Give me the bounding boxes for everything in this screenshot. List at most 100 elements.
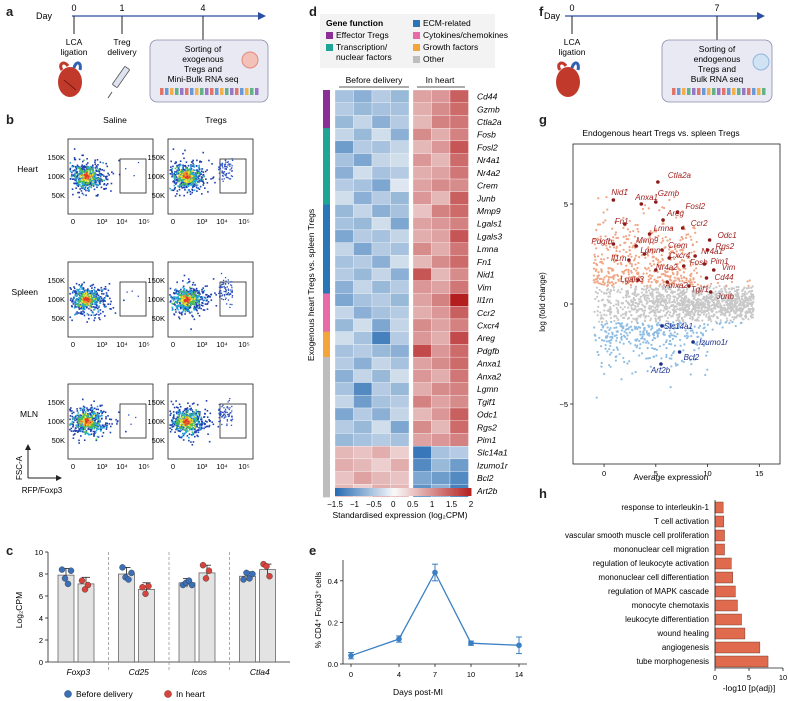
heat-cell — [390, 331, 410, 345]
up-gene-label: Areg — [666, 209, 684, 218]
legend-swatch-transcription — [326, 44, 333, 51]
up-gene-point — [681, 264, 686, 268]
heat-cell — [334, 217, 354, 231]
gene-label: Fosl2 — [477, 142, 498, 152]
group-bar — [323, 357, 330, 371]
panel-h-bars: -log10 [p(adj)] response to interleukin-… — [565, 500, 787, 693]
down-gene-point — [660, 324, 664, 328]
y-tick: 150K — [147, 276, 165, 285]
c-legend: Before delivery In heart — [64, 689, 205, 699]
data-point — [142, 590, 149, 597]
heat-cell — [412, 344, 432, 358]
heat-cell — [431, 140, 451, 154]
heat-cell — [412, 306, 432, 320]
heat-cell — [390, 395, 410, 409]
heat-cell — [390, 407, 410, 421]
f-step2-line3: Tregs and — [698, 64, 736, 74]
y-tick: 50K — [152, 436, 165, 445]
up-gene-point — [622, 222, 627, 226]
c-ytick: 8 — [39, 570, 43, 579]
panel-letter-g: g — [539, 112, 547, 127]
up-gene-label: Fn1 — [615, 217, 629, 226]
up-gene-label: Gzmb — [658, 189, 680, 198]
read-bar — [727, 88, 731, 95]
y-tick: 150K — [147, 153, 165, 162]
up-gene-point — [702, 262, 707, 266]
heat-cell — [390, 420, 410, 434]
group-bar — [323, 166, 330, 180]
x-tick: 0 — [71, 462, 75, 471]
heat-cell — [334, 178, 354, 192]
col-title-saline: Saline — [103, 115, 127, 125]
f-sorting-box — [661, 39, 773, 103]
heat-cell — [412, 166, 432, 180]
read-bar — [175, 88, 179, 95]
data-point — [84, 581, 92, 589]
up-gene-label: Ccr2 — [691, 219, 708, 228]
heat-cell — [431, 217, 451, 231]
heat-cell — [334, 229, 354, 243]
heat-cell — [449, 369, 469, 383]
group-bar — [323, 268, 330, 282]
h-category: T cell activation — [654, 517, 709, 526]
g-ytick: 5 — [564, 200, 568, 209]
group-bar — [323, 420, 330, 434]
f-step1-line1: LCA — [564, 37, 581, 47]
heat-cell — [449, 102, 469, 116]
g-xtick: 5 — [654, 469, 658, 478]
heat-cell — [371, 331, 391, 345]
heat-cell — [449, 293, 469, 307]
heat-cell — [371, 369, 391, 383]
legend-transcription-2: nuclear factors — [336, 52, 392, 62]
h-category: vascular smooth muscle cell proliferatio… — [565, 531, 709, 540]
y-tick: 150K — [47, 276, 65, 285]
group-bar — [323, 471, 330, 485]
heat-cell — [371, 166, 391, 180]
day-1: 1 — [119, 3, 124, 13]
step3-line4: Mini-Bulk RNA seq — [168, 74, 239, 84]
heat-cell — [431, 356, 451, 370]
read-bar — [692, 88, 696, 95]
colorbar-tick: 1 — [430, 500, 435, 509]
heat-cell — [353, 242, 373, 256]
gene-label: Vim — [477, 282, 492, 292]
group-bar — [323, 331, 330, 345]
panel-letter-d: d — [309, 4, 317, 19]
y-tick: 50K — [52, 191, 65, 200]
heat-cell — [431, 318, 451, 332]
up-gene-point — [680, 226, 685, 230]
gene-label: Il1rn — [477, 295, 494, 305]
up-gene-point — [627, 258, 631, 262]
up-gene-label: Lgals3 — [620, 275, 644, 284]
up-gene-label: Rgs2 — [716, 242, 735, 251]
facs-plot: 150K 100K 50K 0 10³ 10⁴ 10⁵ — [147, 261, 254, 349]
heat-cell — [334, 407, 354, 421]
c-category: Icos — [191, 667, 207, 677]
bar-before-delivery — [118, 573, 135, 663]
heat-cell — [334, 115, 354, 129]
up-gene-point — [665, 280, 669, 284]
heat-cell — [390, 458, 410, 472]
group-bar — [323, 217, 330, 231]
f-day-0: 0 — [569, 3, 574, 13]
panel-letter-b: b — [6, 112, 14, 127]
read-bar — [732, 88, 736, 95]
gene-label: Anxa2 — [476, 371, 501, 381]
data-point — [61, 575, 69, 582]
e-point — [396, 636, 402, 642]
up-gene-point — [611, 242, 616, 246]
heat-cell — [449, 318, 469, 332]
f-day-7: 7 — [714, 3, 719, 13]
group-bar — [323, 102, 330, 116]
read-bar — [672, 88, 676, 95]
h-category: regulation of MAPK cascade — [608, 587, 709, 596]
heat-cell — [353, 115, 373, 129]
read-bar — [165, 88, 169, 95]
heat-cell — [353, 407, 373, 421]
y-tick: 100K — [47, 295, 65, 304]
legend-before-marker — [64, 690, 72, 698]
heat-cell — [390, 280, 410, 294]
up-gene-label: Lmna — [654, 224, 675, 233]
group-bar — [323, 369, 330, 383]
heat-cell — [412, 446, 432, 460]
